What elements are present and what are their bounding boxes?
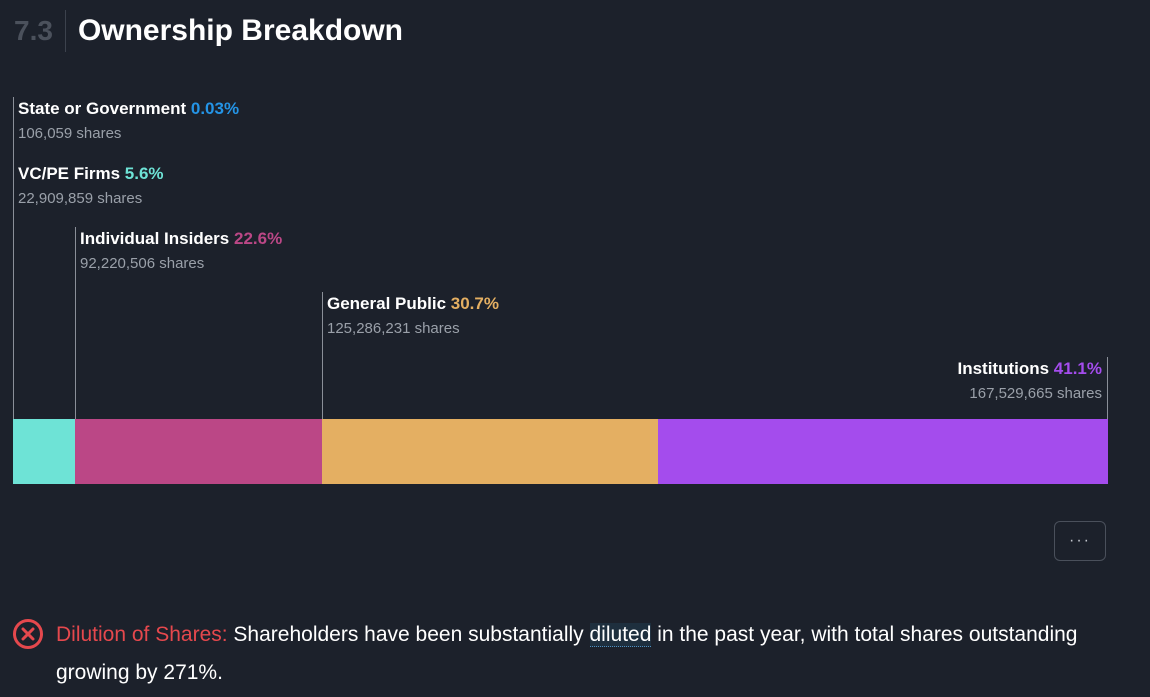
category-shares: 22,909,859 shares [18,190,143,207]
category-shares: 106,059 shares [18,125,122,142]
bar-segment-institutions[interactable] [658,419,1108,484]
category-percent: 41.1% [1053,359,1102,378]
section-number: 7.3 [14,10,66,52]
bar-segment-general-public[interactable] [322,419,659,484]
label-vc-pe-firms: VC/PE Firms 5.6% 22,909,859 shares [18,163,164,210]
more-options-button[interactable]: ··· [1054,521,1106,561]
category-shares: 92,220,506 shares [80,255,205,272]
risk-text-before: Shareholders have been substantially [227,623,590,646]
risk-description: Dilution of Shares: Shareholders have be… [56,616,1122,692]
category-percent: 30.7% [450,294,499,313]
diluted-term-link[interactable]: diluted [589,623,652,647]
category-name: VC/PE Firms [18,164,125,183]
label-individual-insiders: Individual Insiders 22.6% 92,220,506 shar… [80,228,282,275]
label-state-or-government: State or Government 0.03% 106,059 shares [18,98,239,145]
label-name-general-public: General Public 30.7% [327,293,499,315]
label-name-vc-pe-firms: VC/PE Firms 5.6% [18,163,164,185]
bar-segment-individual-insiders[interactable] [74,419,323,484]
error-circle-x-icon [13,619,43,649]
risk-text-after: in the past year, with total shares outs… [56,623,1078,684]
ownership-chart: State or Government 0.03% 106,059 shares V… [13,97,1108,484]
category-percent: 22.6% [233,229,283,248]
callout-line-general-public [322,292,323,419]
bar-segment-vc-pe-firms[interactable] [13,419,75,484]
callout-line-institutions [1107,357,1108,419]
category-shares: 125,286,231 shares [327,320,460,337]
label-name-state-or-government: State or Government 0.03% [18,98,239,120]
category-percent: 0.03% [190,99,240,118]
callout-line-vc-pe-firms [13,162,14,419]
category-name: General Public [327,294,451,313]
label-institutions: Institutions 41.1% 167,529,665 shares [957,358,1102,405]
label-name-individual-insiders: Individual Insiders 22.6% [80,228,282,250]
label-general-public: General Public 30.7% 125,286,231 shares [327,293,499,340]
more-label: ··· [1069,532,1091,549]
section-title: Ownership Breakdown [77,14,404,47]
section-header: 7.3 Ownership Breakdown [14,10,403,52]
category-name: Institutions [957,359,1054,378]
risk-label: Dilution of Shares: [56,623,228,646]
category-percent: 5.6% [124,164,164,183]
callout-line-individual-insiders [75,227,76,419]
category-shares: 167,529,665 shares [969,385,1102,402]
bar-segment-state-or-government[interactable] [13,419,14,484]
risk-item: Dilution of Shares: Shareholders have be… [12,616,1122,692]
category-name: Individual Insiders [80,229,234,248]
category-name: State or Government [18,99,191,118]
label-name-institutions: Institutions 41.1% [957,358,1102,380]
